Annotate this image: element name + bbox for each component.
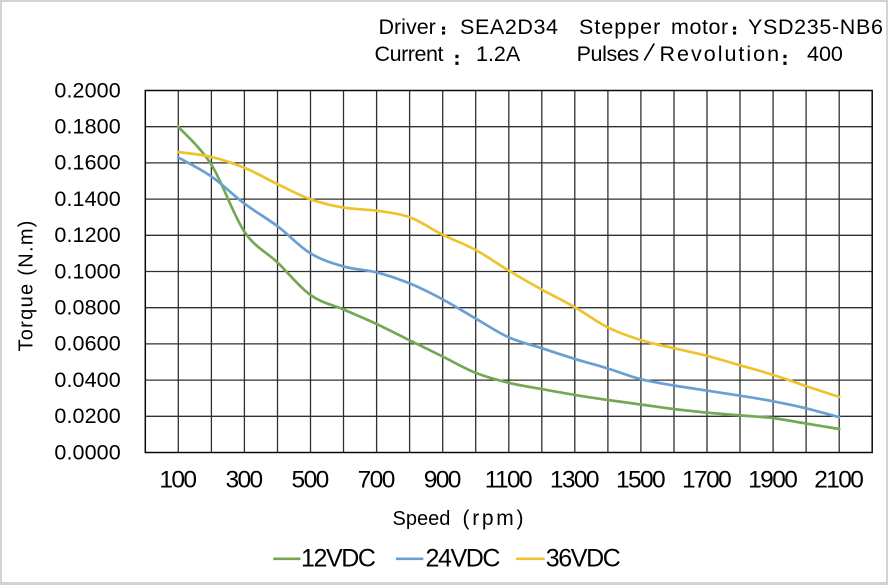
svg-text:0.0800: 0.0800	[54, 296, 120, 320]
svg-text:Current: Current	[375, 42, 444, 66]
svg-text:1500: 1500	[616, 467, 665, 494]
svg-text:Stepper: Stepper	[579, 15, 661, 39]
svg-text:0.0000: 0.0000	[54, 440, 120, 464]
svg-text:SEA2D34: SEA2D34	[460, 15, 559, 39]
svg-text:24VDC: 24VDC	[426, 545, 501, 573]
svg-text:1900: 1900	[748, 467, 797, 494]
svg-text:500: 500	[292, 467, 329, 494]
svg-text:Driver: Driver	[379, 15, 436, 39]
svg-text:0.2000: 0.2000	[54, 78, 120, 102]
svg-text:100: 100	[159, 467, 196, 494]
svg-text:2100: 2100	[814, 467, 863, 494]
svg-text:YSD235-NB6: YSD235-NB6	[748, 15, 884, 39]
svg-text:12VDC: 12VDC	[301, 545, 376, 573]
svg-text:1700: 1700	[682, 467, 731, 494]
svg-text:0.1800: 0.1800	[54, 115, 120, 139]
svg-text:Torque (N.m): Torque (N.m)	[16, 219, 38, 351]
svg-text:36VDC: 36VDC	[546, 545, 621, 573]
svg-text:0.0200: 0.0200	[54, 404, 120, 428]
svg-text:0.1400: 0.1400	[54, 187, 120, 211]
svg-text:1.2A: 1.2A	[476, 42, 521, 66]
svg-text:1300: 1300	[550, 467, 599, 494]
svg-text:Pulses: Pulses	[577, 42, 639, 66]
svg-text:0.0600: 0.0600	[54, 332, 120, 356]
svg-text:motor: motor	[671, 15, 729, 39]
svg-text:1100: 1100	[485, 467, 532, 494]
svg-text:0.0400: 0.0400	[54, 368, 120, 392]
svg-text:0.1200: 0.1200	[54, 223, 120, 247]
svg-text:Speed: Speed	[393, 508, 451, 530]
svg-text:300: 300	[225, 467, 262, 494]
svg-text:900: 900	[424, 467, 461, 494]
svg-text:400: 400	[807, 42, 843, 66]
svg-text:0.1000: 0.1000	[54, 259, 120, 283]
svg-text:Revolution: Revolution	[660, 42, 782, 66]
svg-text:0.1600: 0.1600	[54, 151, 120, 175]
svg-text:700: 700	[358, 467, 395, 494]
svg-text:(rpm): (rpm)	[463, 507, 527, 530]
